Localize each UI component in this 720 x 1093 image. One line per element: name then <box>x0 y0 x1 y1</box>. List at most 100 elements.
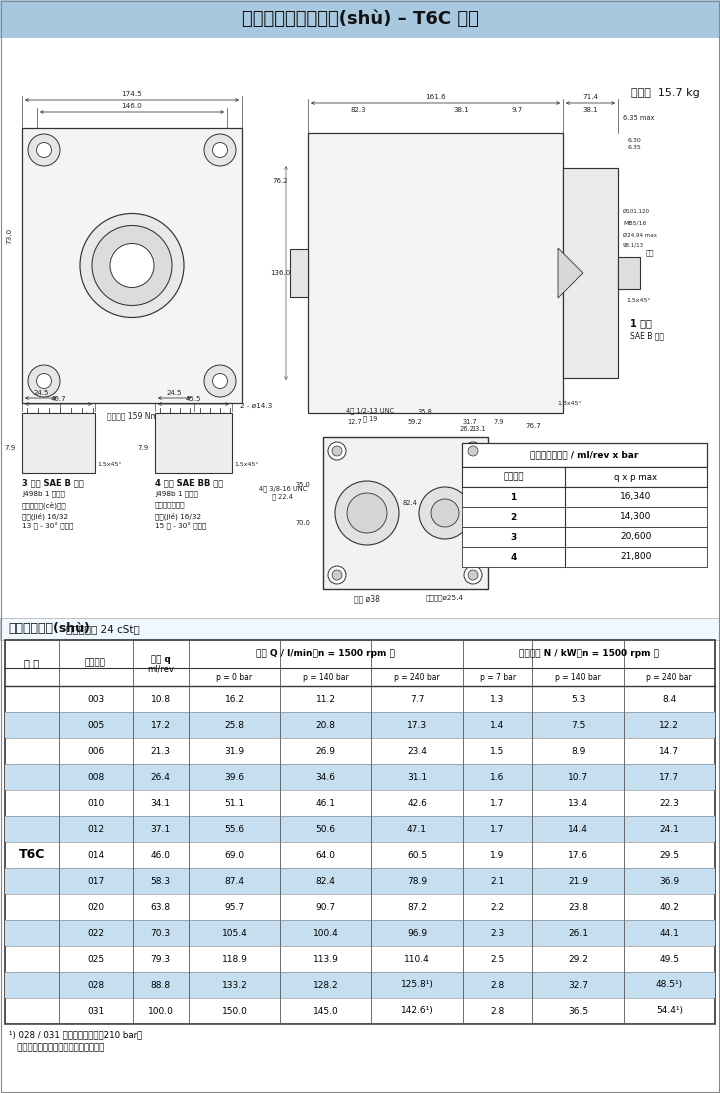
Text: 38.1: 38.1 <box>453 107 469 113</box>
Text: 24.5: 24.5 <box>167 390 182 396</box>
Circle shape <box>92 225 172 306</box>
Text: 017: 017 <box>87 877 104 885</box>
Text: 16,340: 16,340 <box>620 493 652 502</box>
Text: 1.3x45°: 1.3x45° <box>558 401 582 406</box>
Text: 26.9: 26.9 <box>316 747 336 755</box>
Text: 排量 q: 排量 q <box>150 655 171 663</box>
Text: 008: 008 <box>87 773 104 781</box>
Text: 48.5¹): 48.5¹) <box>656 980 683 989</box>
Text: SAE B 平鍵: SAE B 平鍵 <box>630 331 664 341</box>
Text: 24.1: 24.1 <box>660 824 679 834</box>
Bar <box>462 443 707 467</box>
Text: J498b 1 級精度: J498b 1 級精度 <box>22 490 65 496</box>
Text: 70.0: 70.0 <box>296 520 310 526</box>
Text: 3 號軸 SAE B 花鍵: 3 號軸 SAE B 花鍵 <box>22 478 84 487</box>
Text: 45.5: 45.5 <box>186 396 201 402</box>
Text: 40.7: 40.7 <box>50 396 66 402</box>
Text: 2: 2 <box>510 513 516 521</box>
Bar <box>323 437 488 589</box>
Bar <box>462 487 707 507</box>
Text: 24.53 max: 24.53 max <box>522 456 554 460</box>
Text: 003: 003 <box>87 694 104 704</box>
Circle shape <box>431 500 459 527</box>
Text: 22.220: 22.220 <box>525 470 546 475</box>
Text: 006: 006 <box>87 747 104 755</box>
Text: 46.1: 46.1 <box>316 799 336 808</box>
Bar <box>5 712 715 738</box>
Text: 7.9: 7.9 <box>494 419 504 425</box>
Text: 10.8: 10.8 <box>150 694 171 704</box>
Text: 4孔 3/8-16 UNC
深 22.4: 4孔 3/8-16 UNC 深 22.4 <box>259 486 307 501</box>
Text: P: P <box>439 504 451 522</box>
Text: 4: 4 <box>510 552 517 562</box>
Text: 重量：  15.7 kg: 重量： 15.7 kg <box>631 89 700 98</box>
Text: 7.5: 7.5 <box>571 720 585 729</box>
Text: 17.2: 17.2 <box>150 720 171 729</box>
Text: 022: 022 <box>87 928 104 938</box>
Circle shape <box>347 493 387 533</box>
Bar <box>462 546 707 567</box>
Text: 35.8: 35.8 <box>418 409 433 415</box>
Bar <box>5 972 715 998</box>
Text: 21.3: 21.3 <box>150 747 171 755</box>
Text: 96.9: 96.9 <box>407 928 427 938</box>
Text: 133.2: 133.2 <box>222 980 248 989</box>
Text: 14.7: 14.7 <box>660 747 680 755</box>
Text: 020: 020 <box>87 903 104 912</box>
Text: 26.4: 26.4 <box>150 773 171 781</box>
Text: 9.7: 9.7 <box>511 107 523 113</box>
Text: 系 列: 系 列 <box>24 658 40 668</box>
Text: 90.7: 90.7 <box>315 903 336 912</box>
Text: 32.7: 32.7 <box>568 980 588 989</box>
Text: 47.1: 47.1 <box>407 824 427 834</box>
Text: 22.200: 22.200 <box>525 481 546 485</box>
Text: 23.4: 23.4 <box>407 747 427 755</box>
Text: 79.3: 79.3 <box>150 954 171 964</box>
Text: 35.0: 35.0 <box>296 482 310 487</box>
Text: T6C: T6C <box>19 848 45 861</box>
Text: 13.4: 13.4 <box>568 799 588 808</box>
Text: 輸入功率 N / kW，n = 1500 rpm 時: 輸入功率 N / kW，n = 1500 rpm 時 <box>519 649 659 658</box>
Text: 113.9: 113.9 <box>312 954 338 964</box>
Circle shape <box>332 571 342 580</box>
Text: 6.30: 6.30 <box>628 138 642 143</box>
Text: 2.8: 2.8 <box>490 1007 505 1015</box>
Text: 平根，齒側配合: 平根，齒側配合 <box>155 501 186 507</box>
Bar <box>5 868 715 894</box>
Text: 71.4: 71.4 <box>582 94 598 99</box>
Text: p = 240 bar: p = 240 bar <box>394 672 440 682</box>
Text: 98.1/13: 98.1/13 <box>623 243 644 247</box>
Circle shape <box>464 566 482 584</box>
Text: 161.6: 161.6 <box>425 94 446 99</box>
Text: 17.7: 17.7 <box>660 773 680 781</box>
Text: 028: 028 <box>87 980 104 989</box>
Text: 31.9: 31.9 <box>225 747 245 755</box>
Text: 60.5: 60.5 <box>407 850 427 859</box>
Text: 59.2: 59.2 <box>408 419 423 425</box>
Bar <box>0 618 720 640</box>
Circle shape <box>37 374 52 388</box>
Text: 174.5: 174.5 <box>122 91 143 97</box>
Text: 21,800: 21,800 <box>620 552 652 562</box>
Text: 1.4: 1.4 <box>490 720 505 729</box>
Text: 15 齒 - 30° 壓力角: 15 齒 - 30° 壓力角 <box>155 522 207 530</box>
Text: 16.2: 16.2 <box>225 694 245 704</box>
Text: 規格代號: 規格代號 <box>85 658 106 668</box>
Text: （油液粘度 24 cSt）: （油液粘度 24 cSt） <box>66 624 140 634</box>
Text: 25.8: 25.8 <box>225 720 245 729</box>
Text: 6.35 max: 6.35 max <box>623 115 654 121</box>
Bar <box>5 920 715 947</box>
Text: ¹) 028 / 031 同歇最高壓力為：210 bar；: ¹) 028 / 031 同歇最高壓力為：210 bar； <box>9 1030 143 1039</box>
Text: 安裝尺寸及工作參數(shù) – T6C 系列: 安裝尺寸及工作參數(shù) – T6C 系列 <box>242 10 478 28</box>
Text: 42.6: 42.6 <box>407 799 427 808</box>
Text: 118.9: 118.9 <box>222 954 248 964</box>
Text: 36.5: 36.5 <box>568 1007 588 1015</box>
Text: 流量 Q / l/min，n = 1500 rpm 時: 流量 Q / l/min，n = 1500 rpm 時 <box>256 649 395 658</box>
Text: 傳動軸號: 傳動軸號 <box>503 472 523 482</box>
Text: 平根，齒側(cè)配合: 平根，齒側(cè)配合 <box>22 501 67 508</box>
Text: 105.4: 105.4 <box>222 928 248 938</box>
Text: 22.3: 22.3 <box>660 799 679 808</box>
Text: Ø24.94 max: Ø24.94 max <box>623 233 657 237</box>
Text: 11.2: 11.2 <box>316 694 336 704</box>
Text: 1.5: 1.5 <box>490 747 505 755</box>
